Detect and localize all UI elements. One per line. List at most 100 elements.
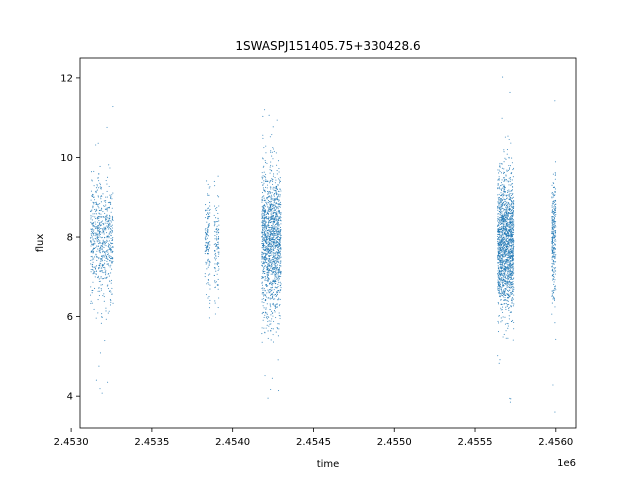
data-point: [273, 201, 275, 204]
data-point: [512, 270, 514, 272]
data-point: [266, 266, 268, 268]
data-point: [274, 225, 276, 227]
data-point: [501, 265, 503, 267]
data-point: [208, 209, 210, 212]
data-point: [504, 282, 506, 284]
data-point: [274, 267, 276, 269]
data-point: [270, 388, 272, 391]
data-point: [270, 252, 272, 254]
data-point: [98, 231, 101, 233]
data-point: [510, 210, 512, 212]
data-point: [497, 320, 499, 323]
data-point: [506, 235, 508, 237]
data-point: [92, 251, 94, 253]
data-point: [276, 238, 279, 240]
data-point: [271, 252, 273, 254]
data-point: [509, 401, 511, 403]
data-point: [502, 275, 504, 277]
data-point: [510, 236, 512, 238]
data-point: [266, 226, 268, 228]
data-point: [276, 227, 278, 229]
data-point: [499, 201, 501, 203]
data-point: [267, 196, 269, 198]
data-point: [269, 245, 271, 247]
data-point: [499, 281, 501, 283]
data-point: [205, 250, 207, 252]
data-point: [265, 241, 268, 243]
data-point: [271, 217, 273, 219]
data-point: [269, 265, 271, 267]
data-point: [106, 208, 108, 210]
data-point: [268, 270, 270, 272]
data-point: [95, 223, 97, 225]
data-point: [500, 229, 502, 231]
data-point: [93, 199, 96, 201]
data-point: [507, 247, 509, 249]
data-point: [110, 249, 112, 251]
data-point: [104, 222, 106, 224]
data-point: [95, 379, 97, 381]
data-point: [552, 212, 554, 214]
data-point: [209, 302, 211, 304]
data-point: [100, 277, 102, 279]
data-point: [498, 240, 500, 242]
data-point: [268, 191, 270, 193]
data-point: [552, 203, 554, 205]
data-point: [90, 234, 93, 236]
data-point: [279, 179, 281, 181]
data-point: [101, 269, 103, 271]
data-point: [107, 263, 109, 265]
data-point: [499, 292, 501, 294]
data-point: [276, 207, 278, 209]
data-point: [263, 210, 265, 212]
data-point: [272, 267, 275, 269]
data-point: [501, 219, 504, 221]
data-point: [271, 208, 273, 210]
data-point: [265, 162, 267, 164]
data-point: [112, 302, 114, 304]
data-point: [213, 225, 215, 227]
data-point: [503, 265, 505, 267]
data-point: [107, 245, 109, 248]
data-point: [507, 212, 510, 214]
data-point: [95, 213, 97, 215]
data-point: [92, 257, 94, 259]
data-point: [215, 255, 217, 257]
data-point: [504, 268, 506, 270]
data-point: [511, 256, 513, 258]
data-point: [554, 279, 556, 281]
data-point: [108, 255, 110, 257]
data-point: [277, 274, 279, 276]
data-point: [101, 392, 103, 394]
data-point: [273, 256, 275, 258]
data-point: [554, 203, 556, 205]
data-point: [98, 212, 100, 214]
data-point: [511, 300, 513, 302]
data-point: [103, 254, 105, 256]
data-point: [92, 273, 94, 275]
data-point: [503, 273, 505, 275]
data-point: [106, 221, 108, 223]
data-point: [264, 175, 266, 177]
data-point: [95, 187, 98, 189]
data-point: [275, 203, 277, 205]
data-point: [101, 258, 103, 260]
data-point: [552, 235, 554, 237]
data-point: [92, 281, 94, 283]
data-point: [502, 202, 504, 204]
data-point: [214, 238, 216, 240]
data-point: [102, 228, 104, 230]
y-tick-label: 6: [67, 312, 73, 323]
data-point: [500, 217, 502, 219]
data-point: [497, 355, 499, 357]
data-point: [267, 245, 269, 247]
data-point: [111, 287, 113, 289]
data-point: [107, 217, 109, 219]
data-point: [498, 281, 500, 283]
data-point: [216, 239, 218, 241]
data-point: [500, 185, 502, 187]
data-point: [512, 196, 514, 198]
data-point: [101, 267, 103, 269]
data-point: [553, 194, 555, 197]
data-point: [272, 244, 274, 246]
